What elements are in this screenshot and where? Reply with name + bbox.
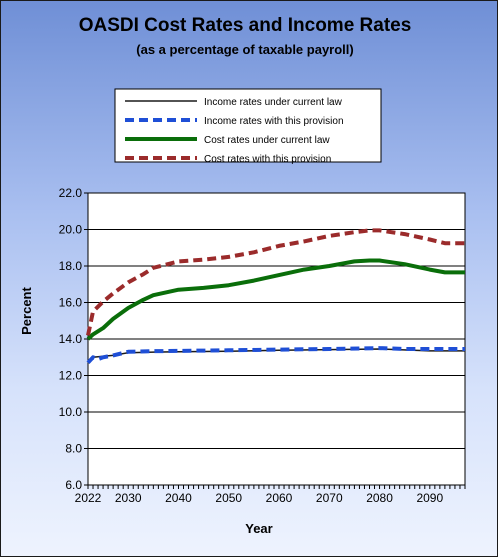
x-tick-label: 2050 bbox=[215, 491, 242, 505]
x-axis-label: Year bbox=[245, 521, 272, 536]
x-tick-label: 2040 bbox=[165, 491, 192, 505]
x-tick-label: 2060 bbox=[266, 491, 293, 505]
legend-label-2: Income rates with this provision bbox=[204, 116, 344, 127]
series-line-4 bbox=[86, 228, 465, 336]
legend-label-3: Cost rates under current law bbox=[204, 135, 330, 146]
legend-label-1: Income rates under current law bbox=[204, 97, 343, 108]
chart-title: OASDI Cost Rates and Income Rates bbox=[79, 15, 412, 36]
y-tick-label: 10.0 bbox=[59, 405, 83, 419]
x-tick-label: 2022 bbox=[75, 491, 102, 505]
y-tick-label: 20.0 bbox=[59, 223, 83, 237]
x-tick-label: 2070 bbox=[316, 491, 343, 505]
series-line-2 bbox=[86, 346, 465, 365]
y-tick-label: 22.0 bbox=[59, 186, 83, 200]
y-tick-label: 6.0 bbox=[65, 478, 82, 492]
x-tick-label: 2030 bbox=[115, 491, 142, 505]
y-tick-label: 12.0 bbox=[59, 369, 83, 383]
y-axis-label: Percent bbox=[19, 286, 34, 334]
series-line-3 bbox=[86, 258, 465, 341]
x-tick-label: 2090 bbox=[416, 491, 443, 505]
legend-label-4: Cost rates with this provision bbox=[204, 154, 331, 165]
y-tick-label: 18.0 bbox=[59, 259, 83, 273]
y-tick-label: 14.0 bbox=[59, 332, 83, 346]
y-tick-label: 16.0 bbox=[59, 296, 83, 310]
y-tick-label: 8.0 bbox=[65, 442, 82, 456]
legend: Income rates under current law Income rat… bbox=[114, 88, 382, 165]
x-tick-label: 2080 bbox=[366, 491, 393, 505]
chart-subtitle: (as a percentage of taxable payroll) bbox=[136, 42, 353, 57]
